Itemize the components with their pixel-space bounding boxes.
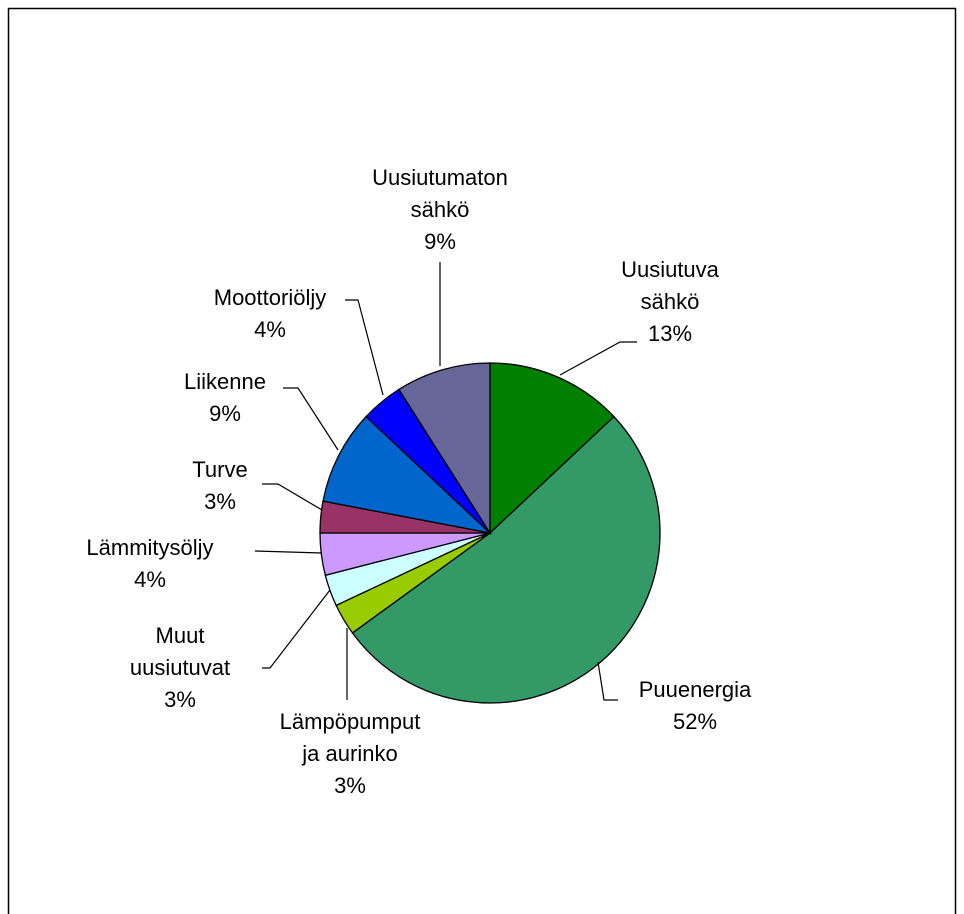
pie-slice — [322, 415, 493, 535]
value-label: 4% — [254, 317, 286, 342]
slice-label: Moottoriöljy 4% — [170, 282, 370, 346]
category-label: Lämmitysöljy — [86, 535, 214, 560]
slice-label: Turve 3% — [145, 454, 295, 518]
value-label: 4% — [134, 567, 166, 592]
pie-slice — [398, 362, 491, 536]
leader-line — [597, 661, 618, 701]
category-label: Lämpöpumput ja aurinko — [279, 709, 421, 766]
slice-label: Lämpöpumput ja aurinko 3% — [275, 706, 425, 802]
slice-label: Lämmitysöljy 4% — [40, 532, 260, 596]
leader-line — [262, 589, 331, 669]
category-label: Uusiutumaton sähkö — [372, 165, 508, 222]
category-label: Liikenne — [184, 369, 266, 394]
category-label: Muut uusiutuvat — [129, 623, 231, 680]
slice-label: Puuenergia 52% — [595, 674, 795, 738]
value-label: 13% — [647, 321, 693, 346]
pie-slice — [489, 362, 615, 535]
slice-label: Uusiutuva sähkö 13% — [595, 254, 745, 350]
leader-line — [283, 387, 339, 451]
value-label: 9% — [424, 229, 456, 254]
leader-line — [262, 483, 323, 511]
category-label: Turve — [192, 457, 248, 482]
value-label: 3% — [334, 773, 366, 798]
category-label: Uusiutuva sähkö — [621, 257, 719, 314]
leader-line — [254, 550, 323, 554]
slice-label: Muut uusiutuvat 3% — [123, 620, 238, 716]
leader-line — [559, 341, 637, 376]
value-label: 9% — [209, 401, 241, 426]
category-label: Moottoriöljy — [213, 285, 327, 310]
value-label: 3% — [164, 687, 196, 712]
leader-line — [345, 299, 384, 396]
value-label: 52% — [672, 709, 718, 734]
slice-label: Uusiutumaton sähkö 9% — [360, 162, 520, 258]
slice-label: Liikenne 9% — [150, 366, 300, 430]
chart-frame — [7, 7, 957, 914]
value-label: 3% — [204, 489, 236, 514]
category-label: Puuenergia — [638, 677, 752, 702]
